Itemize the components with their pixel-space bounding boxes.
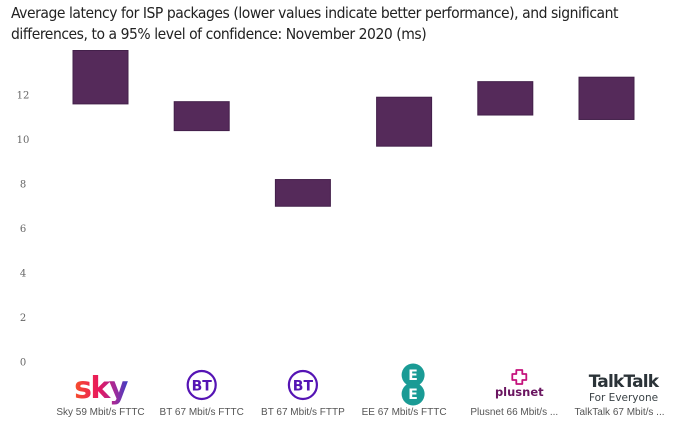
bt-logo-text: BT (192, 379, 213, 395)
x-tick-label: BT 67 Mbit/s FTTP (261, 407, 345, 418)
y-tick-label: 2 (20, 313, 26, 324)
x-tick-label: TalkTalk 67 Mbit/s ... (574, 407, 664, 418)
y-tick-label: 8 (20, 180, 26, 191)
x-tick-label: EE 67 Mbit/s FTTC (362, 407, 447, 418)
ee-circle-icon (401, 382, 425, 406)
sky-logo: sky (74, 371, 130, 406)
bt-circle-icon (186, 369, 217, 401)
x-tick-label: Sky 59 Mbit/s FTTC (56, 407, 144, 418)
talktalk-logo-text: TalkTalk (589, 372, 660, 392)
y-tick-label: 12 (17, 91, 30, 102)
bt-circle-icon (287, 369, 318, 401)
ee-logo: EE (401, 363, 425, 406)
confidence-box (376, 96, 433, 147)
y-tick-label: 4 (20, 269, 26, 280)
y-axis: 0 2 4 6 8 10 12 (17, 91, 30, 369)
confidence-box (477, 81, 534, 116)
x-axis: Sky 59 Mbit/s FTTC BT 67 Mbit/s FTTC BT 67… (56, 407, 664, 418)
confidence-box (72, 50, 129, 105)
plusnet-plus-icon (511, 369, 528, 385)
bt-logo: BT (186, 369, 217, 401)
bt-logo-text: BT (293, 379, 314, 395)
ee-circle-icon (401, 363, 425, 387)
x-tick-label: Plusnet 66 Mbit/s ... (470, 407, 558, 418)
x-tick-label: BT 67 Mbit/s FTTC (160, 407, 244, 418)
plusnet-logo-text: plusnet (495, 385, 544, 399)
y-tick-label: 6 (20, 224, 26, 235)
y-tick-label: 0 (20, 358, 26, 369)
boxes-layer (72, 50, 635, 207)
confidence-box (173, 101, 230, 132)
y-tick-label: 10 (17, 135, 30, 146)
bt-logo: BT (287, 369, 318, 401)
plusnet-logo: plusnet (495, 369, 544, 399)
ee-logo-text: E (408, 387, 418, 403)
confidence-box (578, 76, 635, 120)
sky-logo-text: sky (74, 371, 129, 406)
talktalk-tagline: For Everyone (589, 392, 658, 404)
chart-title: Average latency for ISP packages (lower … (11, 4, 619, 43)
ee-logo-text: E (408, 368, 418, 384)
confidence-box (274, 179, 331, 207)
